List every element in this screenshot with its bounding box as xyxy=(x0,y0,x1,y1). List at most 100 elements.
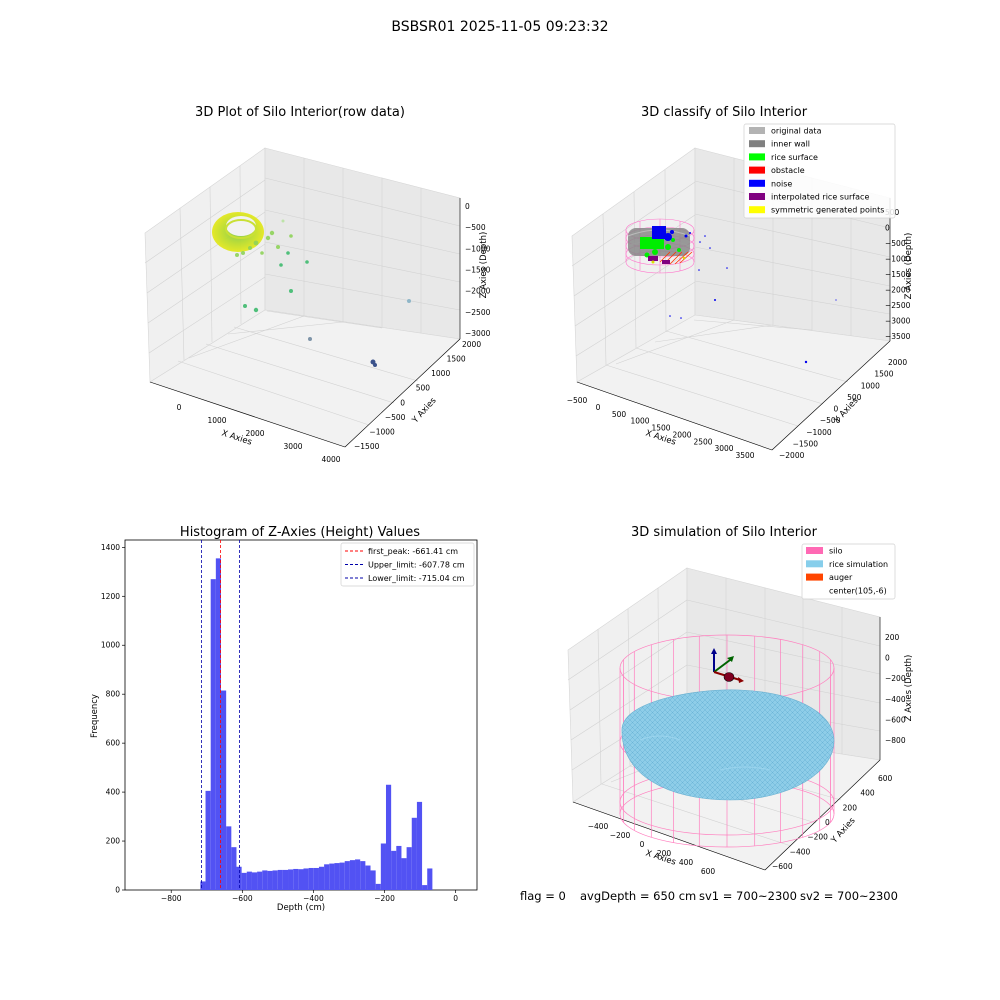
panel4-y-tick-label: 400 xyxy=(860,789,875,798)
panel2-y-tick-label: 2000 xyxy=(888,358,907,367)
histogram-bar xyxy=(215,558,221,890)
legend-label: inner wall xyxy=(771,140,810,149)
legend-label: interpolated rice surface xyxy=(771,193,869,202)
histogram-plot-area xyxy=(124,539,478,891)
panel1-x-tick-label: 1000 xyxy=(207,416,226,425)
histogram-legend-label: Upper_limit: -607.78 cm xyxy=(368,561,465,570)
panel4-legend: silo rice simulation auger center(105,-6) xyxy=(801,543,896,600)
panel1-y-tick-label: 1000 xyxy=(431,369,450,378)
histogram-bar xyxy=(344,861,350,890)
panel4-z-tick-label: −200 xyxy=(885,674,906,683)
histogram-bar xyxy=(360,861,366,890)
panel1-x-tick-label: 2000 xyxy=(245,429,264,438)
panel4-x-ticks: −400−200 0 200 400 600 xyxy=(588,822,716,876)
panel4-y-tick-label: 600 xyxy=(878,774,893,783)
histogram-y-tick-label: 1200 xyxy=(101,592,120,601)
panel-histogram: Histogram of Z-Axies (Height) Values −80… xyxy=(90,525,478,913)
panel1-z-tick-label: −500 xyxy=(465,223,486,232)
panel1-zlabel: Z Axies (Depth) xyxy=(479,232,489,299)
panel4-rice-surface xyxy=(621,689,835,801)
panel4-z-tick-label: −800 xyxy=(885,736,906,745)
panel2-x-tick-label: −500 xyxy=(567,396,588,405)
histogram-x-tick-label: −800 xyxy=(161,894,182,903)
histogram-bar xyxy=(391,850,397,890)
histogram-xlabel: Depth (cm) xyxy=(277,903,325,913)
histogram-bars xyxy=(200,558,433,890)
panel4-y-tick-label: −600 xyxy=(772,862,793,871)
panel4-y-tick-label: −400 xyxy=(790,847,811,856)
panel2-x-tick-label: 3000 xyxy=(714,444,733,453)
panel4-x-tick-label: 0 xyxy=(640,840,645,849)
histogram-bar xyxy=(251,872,258,890)
histogram-bar xyxy=(257,871,263,890)
panel2-x-tick-label: 1000 xyxy=(630,417,649,426)
histogram-legend: first_peak: -661.41 cm Upper_limit: -607.… xyxy=(340,542,475,587)
histogram-bar xyxy=(267,870,273,890)
panel1-y-tick-label: 0 xyxy=(400,398,405,407)
histogram-bar xyxy=(411,817,417,890)
panel2-z-tick-label: 0 xyxy=(885,224,890,233)
histogram-bar xyxy=(231,847,237,890)
panel1-z-tick-label: −2000 xyxy=(465,287,491,296)
panel4-ylabel: Y Axies xyxy=(829,815,858,846)
histogram-bar xyxy=(313,867,319,890)
panel4-x-tick-label: −400 xyxy=(588,822,609,831)
histogram-y-tick-label: 800 xyxy=(106,690,121,699)
panel2-z-tick-label: −2500 xyxy=(885,301,911,310)
histogram-bar xyxy=(262,870,268,890)
legend-swatch xyxy=(749,166,765,174)
histogram-x-tick-label: 0 xyxy=(453,894,458,903)
legend-label: rice surface xyxy=(771,153,818,162)
histogram-y-tick-label: 400 xyxy=(106,788,121,797)
panel2-z-tick-label: −1000 xyxy=(885,255,911,264)
panel1-x-ticks: 0 1000 2000 3000 4000 xyxy=(177,403,341,464)
panel2-x-tick-label: 2500 xyxy=(693,437,712,446)
legend-label: noise xyxy=(771,179,792,188)
panel1-x-tick-label: 0 xyxy=(177,403,182,412)
histogram-x-tick-label: −600 xyxy=(232,894,253,903)
panel4-y-tick-label: 200 xyxy=(843,803,858,812)
panel4-x-tick-label: 200 xyxy=(657,849,672,858)
panel4-z-tick-label: 200 xyxy=(885,633,900,642)
histogram-bar xyxy=(210,579,216,890)
histogram-y-tick-label: 200 xyxy=(106,837,121,846)
panel1-z-tick-label: −1000 xyxy=(465,244,491,253)
histogram-bar xyxy=(324,864,330,890)
panel-simulation: 3D simulation of Silo Interior xyxy=(567,525,914,876)
panel2-y-tick-label: −2000 xyxy=(779,451,805,460)
histogram-x-tick-label: −200 xyxy=(374,894,395,903)
histogram-bar xyxy=(385,784,392,890)
histogram-bar xyxy=(236,866,242,890)
panel4-zlabel: Z Axies (Depth) xyxy=(904,655,914,722)
footer-flag: flag = 0 xyxy=(520,889,566,903)
panel4-z-tick-label: −400 xyxy=(885,695,906,704)
legend-label: center(105,-6) xyxy=(829,586,887,595)
histogram-bar xyxy=(329,863,335,890)
histogram-bar xyxy=(365,865,371,890)
histogram-bar xyxy=(298,869,304,890)
panel1-z-tick-label: −2500 xyxy=(465,308,491,317)
legend-swatch xyxy=(806,573,823,581)
histogram-bar xyxy=(416,801,423,890)
legend-swatch xyxy=(749,153,765,161)
legend-label: symmetric generated points xyxy=(771,206,884,215)
histogram-bar xyxy=(318,866,325,890)
footer-sv1: sv1 = 700~2300 xyxy=(699,889,797,903)
panel4-y-tick-label: 0 xyxy=(825,818,830,827)
legend-swatch xyxy=(749,193,765,200)
histogram-bar xyxy=(293,868,299,890)
panel1-y-tick-label: −1500 xyxy=(354,442,380,451)
legend-swatch xyxy=(806,560,823,568)
histogram-bar xyxy=(282,869,289,890)
panel2-y-tick-label: −1000 xyxy=(806,428,832,437)
legend-label: obstacle xyxy=(771,166,805,175)
panel1-x-tick-label: 3000 xyxy=(283,442,302,451)
histogram-y-ticks: 0 200 400 600 800 1000 1200 1400 xyxy=(101,543,125,895)
histogram-bar xyxy=(288,869,294,890)
panel2-y-tick-label: −500 xyxy=(820,416,841,425)
panel2-z-tick-label: −3500 xyxy=(885,332,911,341)
histogram-x-tick-label: −400 xyxy=(303,894,324,903)
